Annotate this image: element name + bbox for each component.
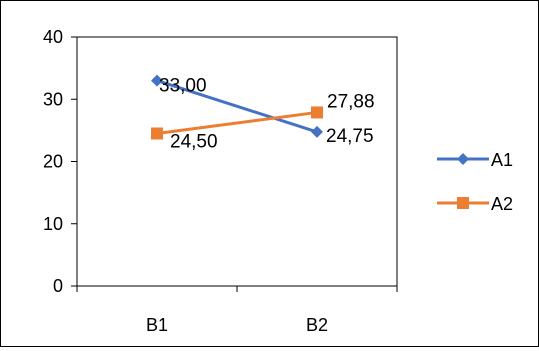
- data-point-a1: [311, 125, 323, 138]
- y-tick-label: 0: [53, 276, 63, 296]
- y-tick-label: 30: [43, 89, 63, 109]
- legend-marker-a1: [457, 153, 469, 165]
- data-point-a1: [151, 74, 163, 87]
- data-point-a2: [151, 127, 163, 140]
- legend-label-a1: A1: [491, 150, 513, 170]
- data-label: 24,50: [170, 131, 218, 152]
- series-line-a2: [155, 110, 319, 135]
- data-label: 33,00: [159, 76, 207, 97]
- series-line-a1: [155, 79, 319, 134]
- line-chart: 0 10 20 30 40 B1 B2 33,00 24,75 24,50 27,88 A1 A2: [43, 27, 513, 335]
- data-point-a2: [311, 106, 323, 119]
- data-label: 27,88: [327, 91, 375, 112]
- x-tick-label: B2: [306, 315, 328, 335]
- x-tick-label: B1: [146, 315, 168, 335]
- plot-area: [76, 36, 398, 287]
- y-tick-label: 20: [43, 152, 63, 172]
- data-label: 24,75: [326, 126, 374, 147]
- y-tick-label: 10: [43, 214, 63, 234]
- legend-label-a2: A2: [491, 194, 513, 214]
- legend-marker-a2: [457, 197, 469, 209]
- y-tick-label: 40: [43, 27, 63, 47]
